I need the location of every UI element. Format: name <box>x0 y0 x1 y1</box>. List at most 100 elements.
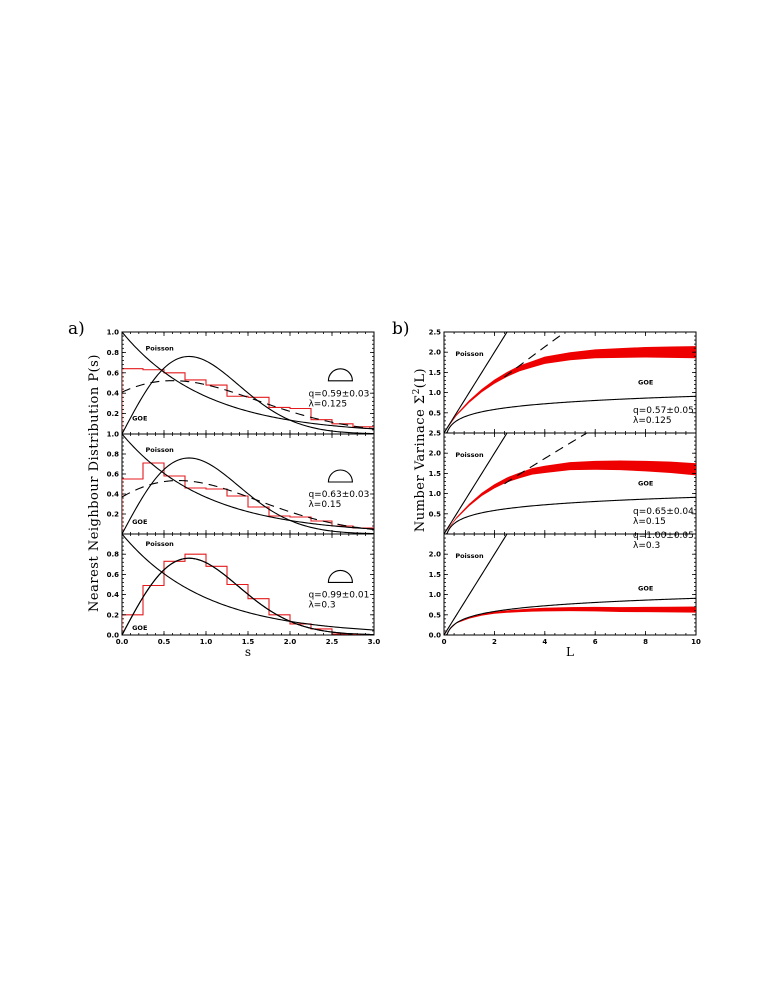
x-tick-label: 0 <box>442 638 447 646</box>
annotation-q: q=0.99±0.01 <box>308 591 369 601</box>
x-axis-label: s <box>245 645 251 659</box>
poisson-line <box>444 332 508 433</box>
annotation-q: q=0.65±0.04 <box>633 507 694 517</box>
x-tick-label: 0.5 <box>158 638 171 646</box>
y-tick-label: 0.0 <box>107 632 120 640</box>
y-tick-label: 2.0 <box>429 349 442 357</box>
y-tick-label: 0.5 <box>429 409 442 417</box>
chart-panels: 0.20.40.60.81.0PoissonGOEq=0.59±0.03λ=0.… <box>107 329 701 660</box>
plot-frame <box>443 533 697 636</box>
y-tick-label: 0.2 <box>107 611 120 619</box>
y-tick-label: 0.2 <box>107 410 120 418</box>
x-tick-label: 2.0 <box>284 638 297 646</box>
curve-label: GOE <box>638 585 653 593</box>
x-axis-label: L <box>566 645 574 659</box>
x-tick-label: 4 <box>542 638 547 646</box>
x-tick-label: 10 <box>691 638 701 646</box>
curve-label: Poisson <box>146 540 175 548</box>
curve-label: Poisson <box>455 451 484 459</box>
y-tick-label: 0.8 <box>107 451 120 459</box>
panel-b-top: 0.5 1.0 1.5 2.0 2.5 Poisson GOE q=0.57±0.05λ=0.… <box>429 329 697 434</box>
y-tick-label: 1.0 <box>429 389 442 397</box>
semicircle-icon <box>327 368 353 382</box>
y-tick-label: 1.5 <box>429 369 442 377</box>
y-tick-label: 2.5 <box>429 430 442 438</box>
left-y-axis-label: Nearest Neighbour Distribution P(s) <box>87 354 102 612</box>
annotation-lambda: λ=0.15 <box>308 500 341 510</box>
x-tick-label: 8 <box>643 638 648 646</box>
y-tick-label: 0.4 <box>107 591 120 599</box>
y-tick-label: 0.6 <box>107 571 120 579</box>
x-tick-label: 3.0 <box>368 638 381 646</box>
annotation-q: q=0.59±0.03 <box>308 389 369 399</box>
goe-curve <box>444 597 696 635</box>
data-band <box>444 606 696 635</box>
plot-area <box>444 332 696 433</box>
y-tick-label: 0.4 <box>107 491 120 499</box>
curve-label: GOE <box>132 415 147 423</box>
x-tick-label: 0.0 <box>116 638 129 646</box>
x-tick-label: 6 <box>593 638 598 646</box>
y-tick-label: 0.5 <box>429 510 442 518</box>
plot-area <box>122 534 374 635</box>
histogram <box>122 553 374 635</box>
plot-area <box>444 534 696 635</box>
annotation-q: q=0.57±0.05 <box>633 406 694 416</box>
poisson-curve <box>122 534 374 631</box>
panel-a-mid: 0.2 0.4 0.6 0.8 1.0 Poisson GOE q=0.63±0.03λ=0.… <box>107 431 375 535</box>
curve-label: GOE <box>638 379 653 387</box>
y-tick-label: 1.0 <box>107 329 120 337</box>
poisson-line <box>444 534 508 635</box>
histogram <box>122 462 374 534</box>
y-tick-label: 2.0 <box>429 450 442 458</box>
panel-letter-a: a) <box>68 319 85 339</box>
x-tick-label: 1.0 <box>200 638 213 646</box>
goe-curve <box>444 395 696 433</box>
annotation-lambda: λ=0.3 <box>633 541 660 551</box>
annotation-lambda: λ=0.3 <box>308 601 335 611</box>
histogram <box>122 368 374 434</box>
y-tick-label: 0.2 <box>107 511 120 519</box>
poisson-curve <box>122 332 374 430</box>
y-tick-label: 0.6 <box>107 369 120 377</box>
fit-curve <box>122 479 374 531</box>
y-tick-label: 0.4 <box>107 390 120 398</box>
annotation-lambda: λ=0.125 <box>308 399 347 409</box>
y-tick-label: 1.0 <box>429 591 442 599</box>
annotation-q: q=0.63±0.03 <box>308 490 369 500</box>
fit-curve <box>122 380 374 430</box>
curve-label: Poisson <box>455 552 484 560</box>
plot-area <box>444 433 696 534</box>
panel-letter-b: b) <box>392 319 410 339</box>
y-tick-label: 1.5 <box>429 470 442 478</box>
y-tick-label: 1.0 <box>429 490 442 498</box>
panel-b-bot: 0 2 4 6 8 10 0.0 0.5 1.0 1.5 2.0 Poisson GOE q=1.00±0… <box>429 531 701 659</box>
y-tick-label: 0.0 <box>429 632 442 640</box>
data-band <box>444 460 696 534</box>
y-tick-label: 2.0 <box>429 551 442 559</box>
x-tick-label: 2.5 <box>326 638 339 646</box>
y-tick-label: 2.5 <box>429 329 442 337</box>
panel-a-top: 0.2 0.4 0.6 0.8 1.0 Poisson GOE q=0.59±0.03λ=0.… <box>107 329 375 435</box>
data-band <box>444 346 696 433</box>
curve-label: GOE <box>132 624 147 632</box>
poisson-curve <box>122 434 374 530</box>
annotation-lambda: λ=0.15 <box>633 517 666 527</box>
y-tick-label: 1.5 <box>429 571 442 579</box>
panel-a-bot: 0.0 0.5 1.0 1.5 2.0 2.5 3.0 0.0 0.2 0.4 0.6 0.8 Pois… <box>107 533 381 659</box>
curve-label: Poisson <box>455 350 484 358</box>
semicircle-icon <box>327 569 353 583</box>
curve-label: Poisson <box>146 446 175 454</box>
annotation-lambda: λ=0.125 <box>633 416 672 426</box>
y-tick-label: 0.8 <box>107 551 120 559</box>
fit-curve <box>504 332 567 378</box>
y-tick-label: 0.5 <box>429 611 442 619</box>
goe-curve <box>444 496 696 534</box>
curve-label: GOE <box>132 518 147 526</box>
annotation-q: q=1.00±0.05 <box>633 531 694 541</box>
curve-label: GOE <box>638 480 653 488</box>
y-tick-label: 0.8 <box>107 349 120 357</box>
x-tick-label: 2 <box>492 638 497 646</box>
semicircle-icon <box>327 469 353 483</box>
